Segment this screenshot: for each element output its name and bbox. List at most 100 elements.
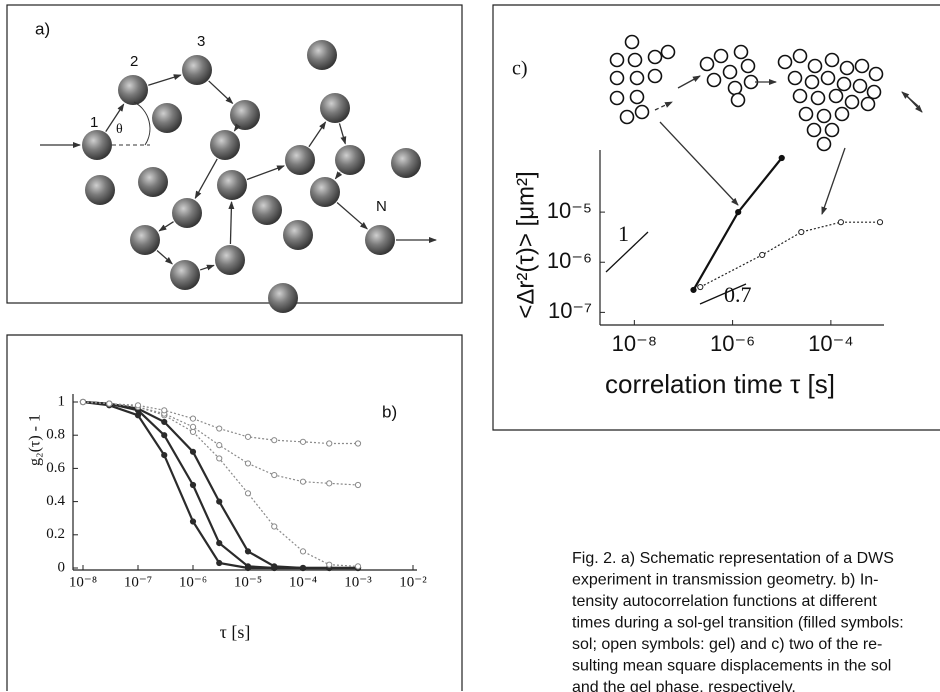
x-tick-label: 10⁻⁶ [710, 331, 755, 356]
cluster-particle [806, 122, 822, 138]
cluster-particle [810, 90, 826, 106]
data-point [216, 498, 223, 505]
y-tick-label: 1 [58, 393, 66, 409]
step-label: 2 [130, 53, 138, 70]
scatter-arrow [336, 202, 368, 230]
x-tick-label: 10⁻³ [344, 574, 372, 590]
slope-line [699, 283, 747, 305]
series-line [700, 221, 880, 288]
cluster-particle [816, 136, 832, 152]
cluster-particle [634, 104, 650, 120]
scatter-arrow [208, 80, 234, 105]
data-point [216, 455, 223, 462]
pointer-arrow [821, 147, 846, 215]
caption-line: sulting mean square displacements in the… [572, 658, 891, 675]
cluster-particle [807, 58, 823, 74]
chart: 10⁻⁸ 10⁻⁷ 10⁻⁶ 10⁻⁵ 10⁻⁴ 10⁻³ 10⁻² 0 0.2 0.4 0.6 0.… [27, 393, 428, 642]
cluster-particle [834, 106, 850, 122]
panel-c-frame [492, 4, 940, 431]
data-point [837, 219, 844, 226]
cluster-particle [706, 72, 722, 88]
data-point [299, 438, 307, 445]
x-tick-label: 10⁻⁶ [179, 574, 207, 590]
scatter-arrow [199, 264, 215, 271]
step-label: 3 [197, 33, 205, 50]
panel-label: c) [512, 58, 528, 80]
panel-b-frame [6, 334, 463, 691]
cluster-particle [619, 109, 635, 125]
particle [268, 283, 298, 313]
step-label: N [376, 198, 387, 215]
series-line [692, 157, 783, 291]
particle [252, 195, 282, 225]
y-tick-label: 0 [58, 559, 66, 575]
cluster-particle [627, 52, 643, 68]
caption-line: Fig. 2. a) Schematic representation of a… [572, 550, 894, 567]
cluster-particle [727, 80, 743, 96]
particle [130, 225, 160, 255]
data-point [189, 423, 197, 430]
scatter-arrow [194, 158, 218, 200]
particle [365, 225, 395, 255]
caption: Fig. 2. a) Schematic representation of a… [572, 550, 904, 692]
cluster-particle [713, 48, 729, 64]
scatter-arrow [334, 171, 343, 180]
cluster-particle [852, 78, 868, 94]
cluster-particle [792, 88, 808, 104]
caption-line: sol; open symbols: gel) and c) two of th… [572, 636, 882, 653]
cluster-particle [824, 52, 840, 68]
cluster-particle [660, 44, 676, 60]
data-point [189, 481, 197, 489]
cluster-particle [828, 88, 844, 104]
particle [283, 220, 313, 250]
scatter-arrow [156, 250, 173, 265]
y-tick-label: 0.6 [46, 460, 65, 476]
particle [285, 145, 315, 175]
slope-line [605, 231, 649, 273]
cluster-particle [629, 70, 645, 86]
cluster-particle [733, 44, 749, 60]
cluster-particle [804, 74, 820, 90]
cluster-particle [609, 70, 625, 86]
particle [310, 177, 340, 207]
data-point [354, 440, 362, 447]
process-arrow [677, 75, 701, 89]
data-point [299, 478, 307, 485]
data-point [134, 402, 142, 409]
caption-line: and the gel phase, respectively. [572, 679, 796, 692]
scatter-arrow [105, 103, 125, 132]
panel-a [40, 40, 437, 313]
x-tick-label: 10⁻⁴ [289, 574, 317, 590]
particle [85, 175, 115, 205]
cluster-particle [647, 68, 663, 84]
panel-a-frame [6, 4, 463, 304]
data-point [244, 548, 252, 555]
scatter-arrow [228, 200, 235, 245]
particle [182, 55, 212, 85]
y-tick-label: 10⁻⁶ [547, 248, 592, 273]
cluster-particle [844, 94, 860, 110]
particle [391, 148, 421, 178]
cluster-particle [839, 60, 855, 76]
x-tick-label: 10⁻⁷ [124, 574, 152, 590]
data-point [189, 518, 197, 525]
data-point [189, 415, 197, 422]
caption-line: tensity autocorrelation functions at dif… [572, 593, 877, 610]
data-point [326, 440, 333, 447]
particle [217, 170, 247, 200]
data-point [697, 283, 704, 291]
data-point [216, 425, 223, 432]
data-point [244, 563, 252, 570]
data-point [189, 428, 197, 435]
x-tick-label: 10⁻⁸ [69, 574, 97, 590]
particle [215, 245, 245, 275]
data-point [759, 251, 766, 259]
data-point [299, 564, 307, 572]
data-point [778, 154, 785, 162]
data-point [798, 228, 805, 236]
x-axis-label: τ [s] [220, 622, 251, 642]
cluster-particle [868, 66, 884, 82]
slope-label: 0.7 [724, 282, 752, 307]
data-point [354, 481, 362, 489]
